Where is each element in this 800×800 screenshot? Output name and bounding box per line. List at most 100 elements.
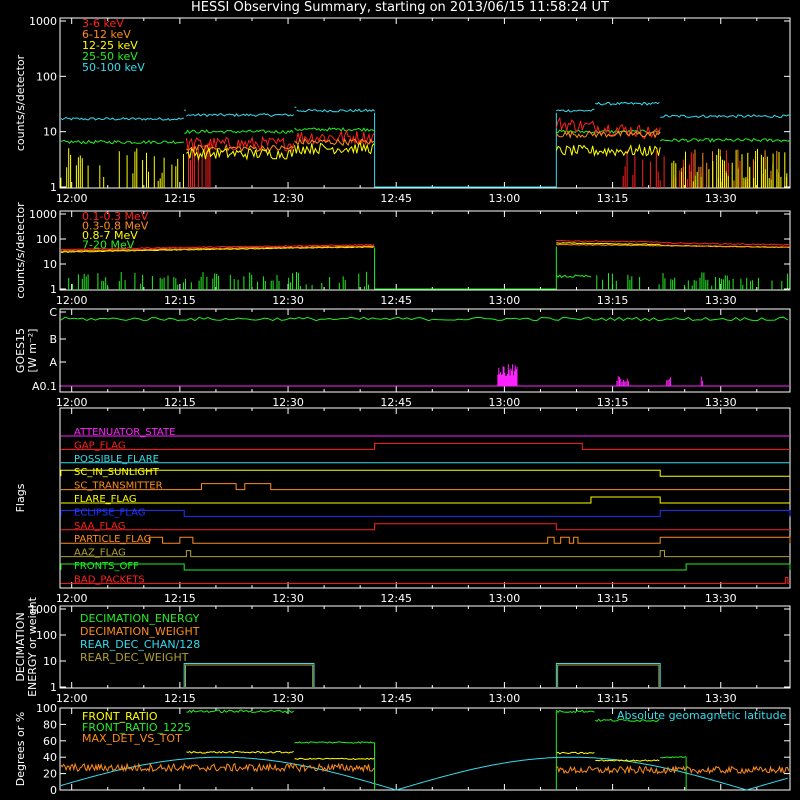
x-tick-label: 12:15 xyxy=(164,192,196,205)
y-tick-label: A0.1 xyxy=(32,380,57,393)
x-tick-label: 13:00 xyxy=(489,396,521,409)
flag-label: SAA_FLAG xyxy=(74,521,125,532)
legend-entry: DECIMATION_ENERGY xyxy=(80,612,200,625)
x-tick-label: 13:30 xyxy=(705,692,737,705)
series-25-50kev xyxy=(60,126,791,145)
x-tick-label: 12:45 xyxy=(380,592,412,605)
y-tick-label: 100 xyxy=(36,233,57,246)
y-tick-label: 1000 xyxy=(29,603,57,616)
x-tick-label: 12:45 xyxy=(380,192,412,205)
series-front-ratio-1225 xyxy=(186,709,687,759)
legend-entry: FRONT_RATIO xyxy=(82,710,158,723)
panel-frame xyxy=(59,210,791,291)
flag-label: SC_IN_SUNLIGHT xyxy=(74,467,160,478)
flag-label: AAZ_FLAG xyxy=(74,548,126,559)
flag-trace xyxy=(60,550,790,558)
legend-entry: 0.3-0.8 MeV xyxy=(82,220,149,233)
panel-frame xyxy=(59,707,791,791)
legend-entry: FRONT_RATIO_1225 xyxy=(82,721,191,734)
y-tick-label: 100 xyxy=(36,702,57,715)
series-12-25kev-noise xyxy=(60,148,184,188)
series-7-20mev xyxy=(596,272,791,290)
y-tick-label: 10 xyxy=(43,126,57,139)
flag-trace xyxy=(60,563,791,571)
y-axis-label: DECIMATION xyxy=(14,612,27,681)
x-tick-label: 12:00 xyxy=(56,692,88,705)
y-tick-label: 100 xyxy=(36,70,57,83)
y-tick-label: 10 xyxy=(43,655,57,668)
panel-frame xyxy=(59,407,791,589)
x-tick-label: 13:00 xyxy=(489,692,521,705)
y-axis-label: [W m⁻²] xyxy=(26,329,39,373)
series-3-6kev-noise xyxy=(188,142,211,188)
flag-label: SC_TRANSMITTER xyxy=(74,481,163,492)
series-rear-dec-weight xyxy=(184,664,660,687)
flag-label: BAD_PACKETS xyxy=(74,574,145,585)
x-tick-label: 12:30 xyxy=(272,692,304,705)
series-geomagnetic-latitude xyxy=(60,756,788,791)
y-tick-label: 100 xyxy=(36,629,57,642)
flag-label: ECLIPSE_FLAG xyxy=(74,507,145,518)
legend-entry: 50-100 keV xyxy=(82,61,145,74)
panel-4: ATTENUATOR_STATE GAP_FLAG POSSIBLE_FLARE SC… xyxy=(14,407,791,605)
flag-trace xyxy=(60,442,790,450)
flag-trace xyxy=(60,469,790,477)
y-axis-label: Flags xyxy=(14,483,27,512)
y-axis-label: counts/s/detector xyxy=(14,54,27,151)
series-3-6kev xyxy=(185,117,661,153)
flag-trace xyxy=(60,496,790,504)
panel-3: A0.1 AB C GOES15 [W m⁻²] 12:00 12:15 12:30 12:45… xyxy=(14,306,791,409)
x-tick-label: 12:30 xyxy=(272,192,304,205)
legend-entry: 0.8-7 MeV xyxy=(82,229,138,242)
y-tick-label: A xyxy=(49,356,57,369)
goes-long-channel xyxy=(60,316,789,322)
flag-trace xyxy=(60,523,790,531)
flag-label: FRONTS_OFF xyxy=(74,561,139,572)
y-tick-label: 80 xyxy=(43,718,57,731)
x-tick-label: 13:15 xyxy=(597,592,629,605)
x-tick-label: 12:00 xyxy=(56,294,88,307)
series-front-ratio xyxy=(186,750,660,762)
y-tick-label: 10 xyxy=(43,258,57,271)
y-tick-label: 40 xyxy=(43,751,57,764)
series-7-20mev xyxy=(555,274,592,279)
panel-1: 1 10 100 1000 counts/s/detector 12:00 12:15 12:… xyxy=(14,15,791,205)
legend-entry: 12-25 keV xyxy=(82,39,138,52)
panel-6: 0 20 40 60 80 100 Degrees or % FRONT_RATIOFRONT… xyxy=(14,702,791,797)
geomagnetic-latitude-label: Absolute geomagnetic latitude xyxy=(617,709,787,722)
panel-frame xyxy=(59,308,791,393)
x-tick-label: 13:00 xyxy=(489,192,521,205)
x-tick-label: 12:45 xyxy=(380,396,412,409)
flag-label: GAP_FLAG xyxy=(74,440,126,451)
x-tick-label: 12:00 xyxy=(56,592,88,605)
x-tick-label: 12:00 xyxy=(56,192,88,205)
y-tick-label: 20 xyxy=(43,768,57,781)
series-50-100kev-gap xyxy=(374,112,557,188)
flag-label: ATTENUATOR_STATE xyxy=(74,427,175,438)
y-axis-label: Degrees or % xyxy=(14,712,27,786)
x-tick-label: 13:30 xyxy=(705,294,737,307)
flag-label: FLARE_FLAG xyxy=(74,494,137,505)
legend-entry: 3-6 keV xyxy=(82,17,124,30)
legend-entry: 7-20 MeV xyxy=(82,239,135,252)
series-7-20mev-gap xyxy=(374,246,557,290)
plot-title: HESSI Observing Summary, starting on 201… xyxy=(191,0,609,15)
y-tick-label: 1 xyxy=(50,681,57,694)
legend-entry: 6-12 keV xyxy=(82,28,131,41)
y-tick-label: 0 xyxy=(50,784,57,797)
flag-trace xyxy=(60,576,790,584)
series-rear-dec-chan xyxy=(183,663,661,687)
y-axis-label: GOES15 xyxy=(14,328,27,373)
x-tick-label: 13:15 xyxy=(597,396,629,409)
x-tick-label: 12:45 xyxy=(380,294,412,307)
legend-entry: 0.1-0.3 MeV xyxy=(82,210,149,223)
series-12-25kev xyxy=(186,142,661,162)
y-tick-label: 60 xyxy=(43,735,57,748)
series-7-20mev xyxy=(68,271,369,290)
y-tick-label: B xyxy=(49,333,57,346)
series-12-25kev-noise xyxy=(671,148,788,188)
x-tick-label: 13:30 xyxy=(705,396,737,409)
